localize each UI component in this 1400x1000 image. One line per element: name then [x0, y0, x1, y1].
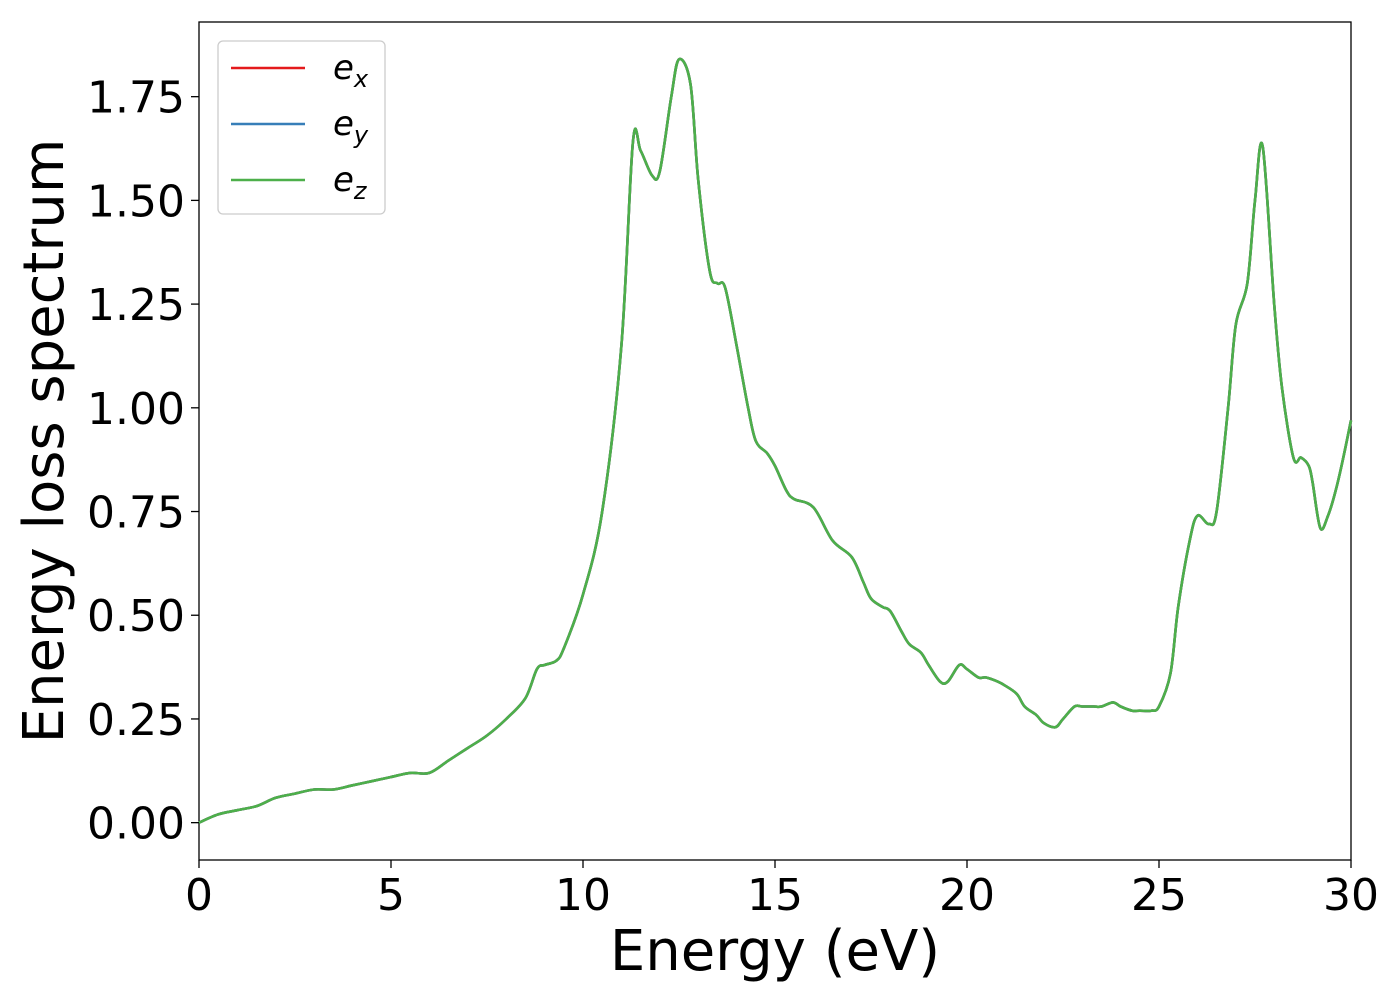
legend-label: ex [333, 48, 369, 93]
x-axis-label: Energy (eV) [610, 919, 940, 984]
x-tick-label: 0 [185, 870, 213, 921]
x-tick-label: 5 [377, 870, 405, 921]
series-layer [198, 57, 1353, 824]
y-tick-label: 1.75 [87, 73, 185, 124]
y-tick-label: 0.75 [87, 488, 185, 539]
x-tick-label: 15 [747, 870, 803, 921]
x-tick-label: 10 [555, 870, 611, 921]
y-tick-label: 0.25 [87, 695, 185, 746]
y-tick-label: 1.00 [87, 384, 185, 435]
y-tick-label: 1.25 [87, 280, 185, 331]
x-tick-label: 20 [939, 870, 995, 921]
y-tick-label: 0.50 [87, 591, 185, 642]
y-tick-label: 1.50 [87, 176, 185, 227]
series-line-ez [198, 57, 1353, 824]
legend-box [217, 40, 386, 215]
x-tick-label: 30 [1323, 870, 1379, 921]
y-tick-label: 0.00 [87, 799, 185, 850]
y-axis: 0.00 0.25 0.50 0.75 1.00 1.25 1.50 1.75 [87, 73, 199, 850]
x-tick-label: 25 [1131, 870, 1187, 921]
x-axis: 0 5 10 15 20 25 30 [185, 860, 1379, 921]
y-axis-label: Energy loss spectrum [12, 139, 77, 744]
legend-label: ey [333, 104, 369, 149]
